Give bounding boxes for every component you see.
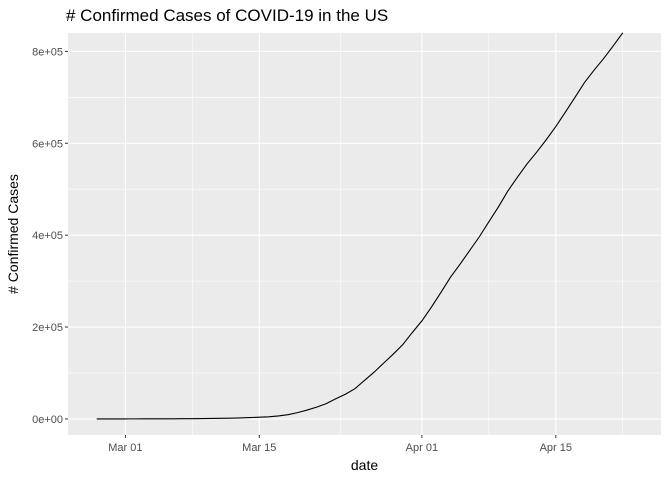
plot-panel [68, 33, 661, 435]
minor-grid [68, 33, 661, 435]
x-tick-label: Mar 15 [242, 442, 276, 454]
x-tick-label: Apr 15 [540, 442, 572, 454]
x-tick-label: Apr 01 [406, 442, 438, 454]
y-tick-label: 8e+05 [32, 46, 63, 58]
x-tick-label: Mar 01 [108, 442, 142, 454]
y-tick-label: 6e+05 [32, 138, 63, 150]
chart-title: # Confirmed Cases of COVID-19 in the US [66, 6, 389, 25]
x-axis: Mar 01 Mar 15 Apr 01 Apr 15 [108, 435, 572, 454]
y-tick-label: 2e+05 [32, 322, 63, 334]
x-axis-title: date [351, 457, 378, 473]
y-tick-label: 0e+00 [32, 414, 63, 426]
series-line [96, 32, 624, 420]
y-axis-title: # Confirmed Cases [5, 174, 21, 294]
y-axis: 0e+00 2e+05 4e+05 6e+05 8e+05 [32, 46, 68, 426]
y-tick-label: 4e+05 [32, 230, 63, 242]
